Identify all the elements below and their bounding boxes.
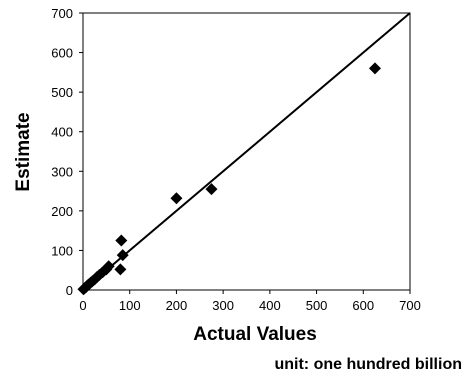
x-tick-label-3: 300	[212, 298, 234, 313]
data-point-14	[114, 263, 127, 276]
data-points	[77, 62, 381, 296]
x-tick-label-5: 500	[306, 298, 328, 313]
y-tick-label-5: 500	[51, 85, 73, 100]
unit-note: unit: one hundred billion	[274, 356, 462, 373]
y-axis-ticks: 0 100 200 300 400 500 600 700	[51, 6, 83, 298]
data-point-15	[116, 249, 129, 262]
y-tick-label-0: 0	[66, 283, 73, 298]
x-tick-label-6: 600	[352, 298, 374, 313]
y-tick-label-4: 400	[51, 125, 73, 140]
data-point-16	[115, 234, 128, 247]
x-tick-label-4: 400	[259, 298, 281, 313]
y-tick-label-1: 100	[51, 243, 73, 258]
y-axis-title: Estimate	[13, 112, 34, 191]
data-point-18	[205, 183, 218, 196]
y-tick-label-6: 600	[51, 46, 73, 61]
x-tick-label-2: 200	[166, 298, 188, 313]
x-axis-ticks: 0 100 200 300 400 500 600 700	[79, 290, 421, 313]
data-point-13	[102, 260, 115, 273]
x-tick-label-7: 700	[399, 298, 421, 313]
x-tick-label-1: 100	[119, 298, 141, 313]
data-point-19	[368, 62, 381, 75]
y-tick-label-3: 300	[51, 164, 73, 179]
y-tick-label-2: 200	[51, 204, 73, 219]
x-axis-title: Actual Values	[193, 324, 317, 345]
x-tick-label-0: 0	[79, 298, 86, 313]
y-tick-label-7: 700	[51, 6, 73, 21]
reference-line	[82, 12, 411, 291]
plot-frame	[82, 12, 411, 291]
data-point-17	[170, 192, 183, 205]
